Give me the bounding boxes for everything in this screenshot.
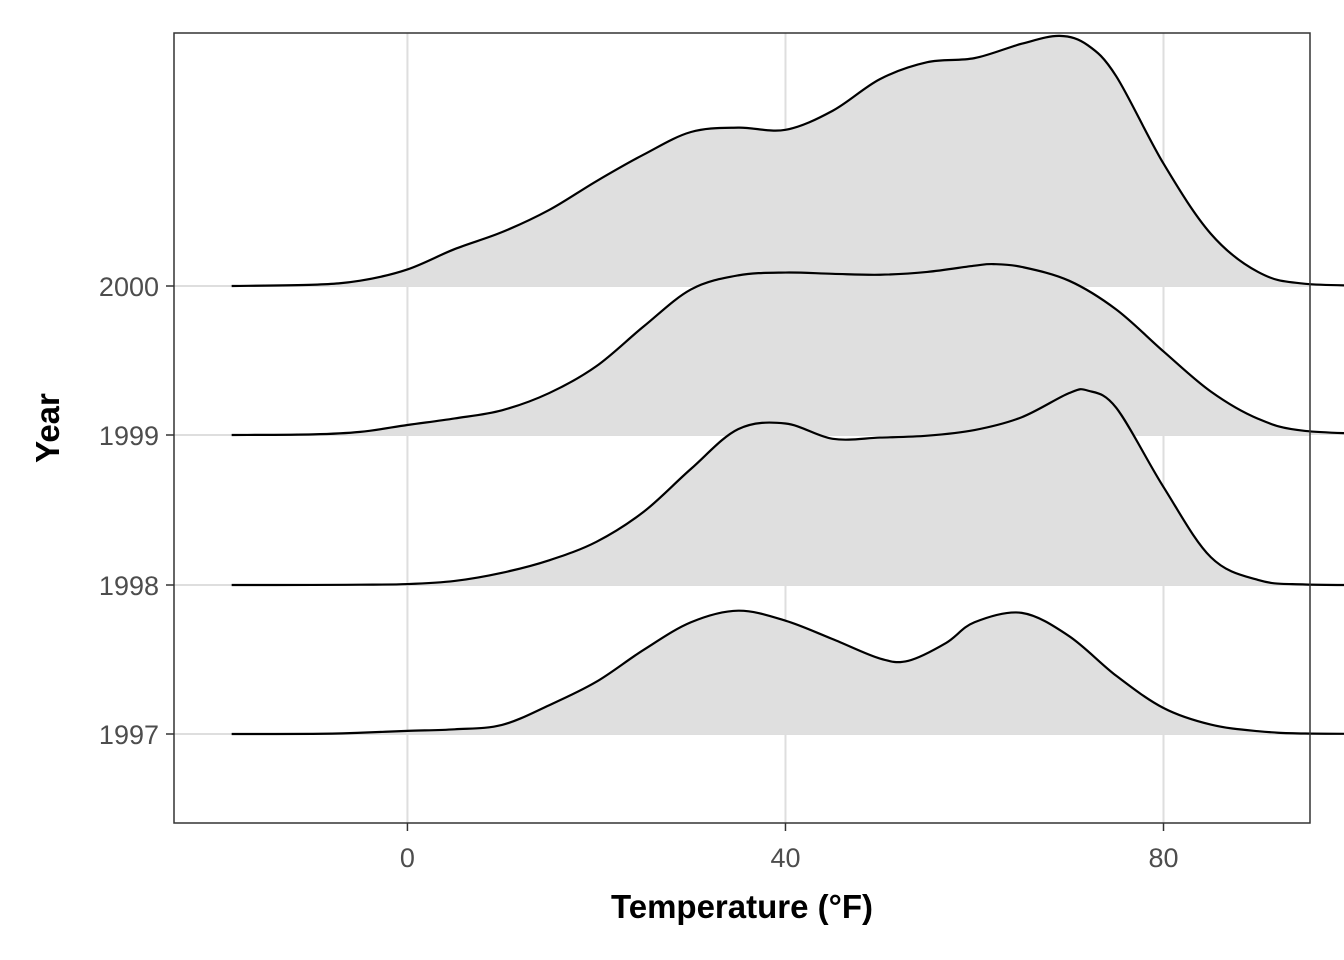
ridge-2000 — [231, 34, 1344, 288]
plot-border — [173, 32, 1311, 824]
ridge-fill-1998 — [231, 389, 1344, 585]
ridge-1997 — [231, 609, 1344, 736]
axes: 0 40 80 1997 1998 1999 2000 — [99, 272, 1179, 873]
ridge-1998 — [231, 388, 1344, 587]
ridge-line-1999 — [231, 262, 1344, 437]
density-ridges — [231, 34, 1344, 736]
ridge-fill-2000 — [231, 35, 1344, 286]
y-tick-label: 1998 — [99, 571, 159, 601]
ridge-1999 — [231, 262, 1344, 437]
ridge-fill-1999 — [231, 264, 1344, 435]
ridge-line-2000 — [231, 34, 1344, 288]
y-axis-title: Year — [29, 393, 66, 463]
ridge-line-1997 — [231, 609, 1344, 736]
ridge-line-1998 — [231, 388, 1344, 587]
x-axis-title: Temperature (°F) — [611, 888, 873, 925]
x-tick-label: 80 — [1148, 843, 1178, 873]
x-tick-label: 0 — [400, 843, 415, 873]
y-tick-label: 2000 — [99, 272, 159, 302]
y-tick-label: 1997 — [99, 720, 159, 750]
x-tick-label: 40 — [770, 843, 800, 873]
ridge-fill-1997 — [231, 610, 1344, 735]
y-tick-label: 1999 — [99, 421, 159, 451]
